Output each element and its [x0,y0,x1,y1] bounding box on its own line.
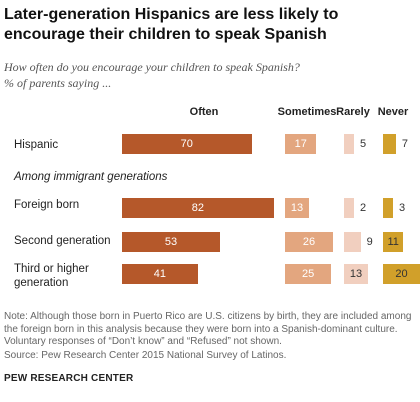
category-label: Foreign born [14,199,80,211]
data-label: 41 [153,268,167,280]
data-label: 17 [294,138,307,150]
category-label: Hispanic [14,139,59,151]
bar-never [383,198,393,218]
data-label: 13 [349,268,363,280]
bar-never [383,232,404,252]
legend-often: Often [189,106,219,118]
legend-never: Never [377,106,409,118]
data-label: 13 [290,202,304,214]
category-label: Third or higher generation [14,263,89,289]
data-label: 2 [359,202,367,214]
chart-title: Later-generation Hispanics are less like… [4,6,339,43]
bar-rarely [344,232,361,252]
bar-sometimes [285,264,332,284]
brand-name: PEW RESEARCH CENTER [4,373,134,384]
chart-note: Note: Although those born in Puerto Rico… [4,311,412,348]
data-label: 70 [180,138,193,150]
data-label: 20 [395,268,408,280]
data-label: 53 [164,236,178,248]
data-label: 82 [191,202,204,214]
data-label: 5 [359,138,367,150]
bar-often [122,264,198,284]
bar-sometimes [285,134,317,154]
bar-rarely [344,134,354,154]
section-label: Among immigrant generations [14,171,168,183]
data-label: 9 [366,236,373,248]
chart-question: How often do you encourage your children… [4,60,300,74]
data-label: 7 [401,138,408,150]
data-label: 25 [302,268,315,280]
legend-rarely: Rarely [336,106,370,118]
category-label: Second generation [14,235,111,247]
data-label: 26 [302,236,316,248]
bar-rarely [344,198,354,218]
bar-often [122,134,252,154]
bar-sometimes [285,198,310,218]
legend-sometimes: Sometimes [277,106,337,118]
bar-never [383,264,420,284]
bar-never [383,134,396,154]
bar-often [122,232,221,252]
bar-sometimes [285,232,334,252]
bar-rarely [344,264,369,284]
chart-unit-note: % of parents saying ... [4,76,112,90]
data-label: 11 [387,236,399,248]
data-label: 3 [398,202,406,214]
chart-source: Source: Pew Research Center 2015 Nationa… [4,350,287,361]
bar-often [122,198,274,218]
